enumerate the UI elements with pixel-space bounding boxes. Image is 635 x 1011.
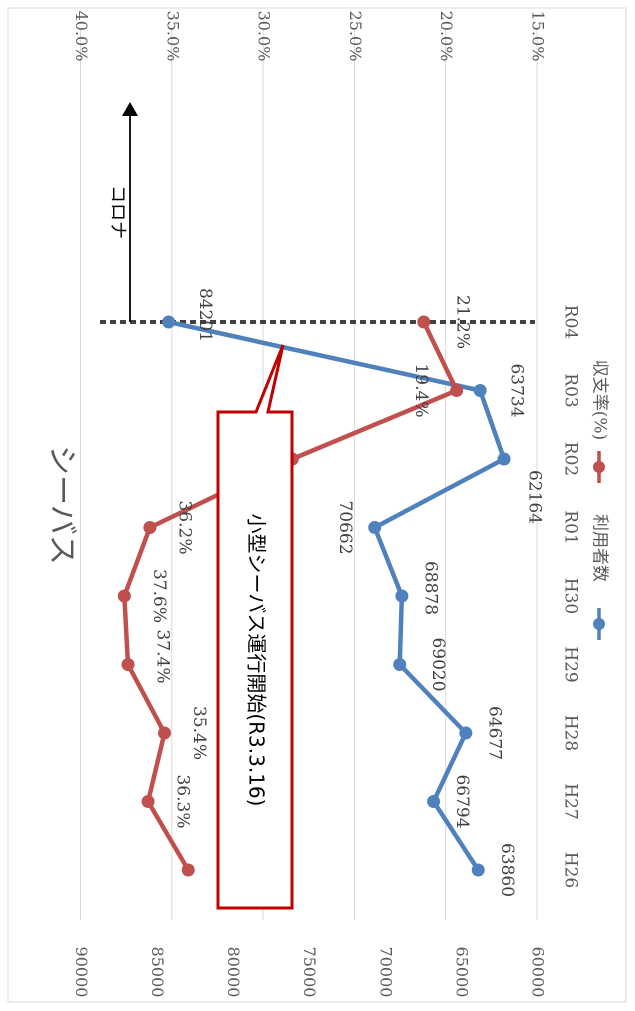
- data-point: [157, 726, 171, 740]
- legend-item-users: 利用者数: [590, 514, 610, 640]
- data-label: 64677: [484, 706, 504, 760]
- callout-text: 小型シーバス運行開始(R3.3.16): [245, 514, 269, 807]
- left-axis-tick: 60000: [529, 947, 548, 998]
- category-tick: R01: [561, 510, 581, 544]
- data-point: [117, 589, 131, 603]
- data-point: [368, 521, 382, 534]
- data-label: 35.4%: [189, 706, 209, 760]
- data-label: 21.2%: [452, 295, 472, 349]
- category-tick: H28: [561, 715, 581, 751]
- left-axis-tick: 80000: [224, 947, 243, 998]
- legend: 利用者数 収支率(%): [590, 360, 610, 640]
- data-label: 62164: [525, 470, 545, 524]
- data-point: [121, 658, 135, 671]
- data-label: 66794: [452, 774, 472, 828]
- data-point: [141, 795, 155, 808]
- data-point: [427, 795, 441, 808]
- data-label: 63860: [497, 843, 517, 897]
- right-axis-tick: 40.0%: [72, 11, 91, 62]
- data-label: 36.3%: [173, 774, 193, 828]
- data-label: 37.4%: [152, 629, 172, 683]
- data-label: 37.6%: [149, 569, 169, 623]
- right-axis-tick: 30.0%: [255, 11, 274, 62]
- data-point: [497, 452, 511, 466]
- data-point: [181, 863, 195, 877]
- corona-label: コロナ: [107, 185, 128, 239]
- legend-item-ratio: 収支率(%): [590, 360, 610, 483]
- data-label-layer: 63860 66794 64677 69020 68878 70662 62164 63734…: [149, 288, 545, 897]
- data-point: [143, 521, 157, 534]
- legend-label-users: 利用者数: [590, 514, 610, 582]
- category-tick: R02: [561, 442, 581, 476]
- left-axis-tick: 75000: [300, 947, 319, 998]
- chart-border: [7, 7, 627, 1003]
- data-point: [393, 658, 407, 671]
- right-axis-tick: 25.0%: [346, 11, 365, 62]
- data-point: [473, 384, 487, 397]
- right-axis-tick: 35.0%: [163, 11, 182, 62]
- right-axis-tick: 20.0%: [437, 11, 456, 62]
- category-tick: H29: [561, 646, 581, 682]
- category-tick: H27: [561, 783, 581, 819]
- left-axis-tick: 65000: [452, 947, 471, 998]
- chart-title: シーバス: [44, 445, 79, 565]
- data-label: 68878: [420, 561, 440, 615]
- data-label: 70662: [335, 500, 355, 554]
- right-axis-ticks: 15.0% 20.0% 25.0% 30.0% 35.0% 40.0%: [72, 11, 548, 62]
- data-point: [450, 384, 464, 397]
- legend-label-ratio: 収支率(%): [590, 360, 610, 440]
- right-axis-tick: 15.0%: [529, 11, 548, 62]
- callout-box: 小型シーバス運行開始(R3.3.16): [216, 344, 294, 910]
- corona-arrow: コロナ: [107, 102, 138, 322]
- data-label: 84201: [195, 288, 215, 342]
- left-axis-ticks: 60000 65000 70000 75000 80000 85000 90000: [72, 947, 548, 998]
- data-point: [162, 315, 176, 329]
- data-label: 36.2%: [174, 500, 194, 554]
- category-tick: R03: [561, 373, 581, 407]
- data-point: [395, 589, 409, 603]
- data-label: 69020: [428, 637, 448, 691]
- category-tick: H26: [561, 852, 581, 888]
- category-tick: H30: [561, 578, 581, 614]
- left-axis-tick: 70000: [376, 947, 395, 998]
- data-point: [417, 315, 431, 329]
- data-label: 19.4%: [411, 363, 431, 417]
- left-axis-tick: 85000: [148, 947, 167, 998]
- data-point: [471, 863, 485, 877]
- category-axis-ticks: H26 H27 H28 H29 H30 R01 R02 R03 R04: [561, 305, 581, 888]
- data-point: [459, 726, 473, 740]
- category-tick: R04: [561, 305, 581, 339]
- left-axis-tick: 90000: [72, 947, 91, 998]
- data-label: 63734: [507, 363, 527, 417]
